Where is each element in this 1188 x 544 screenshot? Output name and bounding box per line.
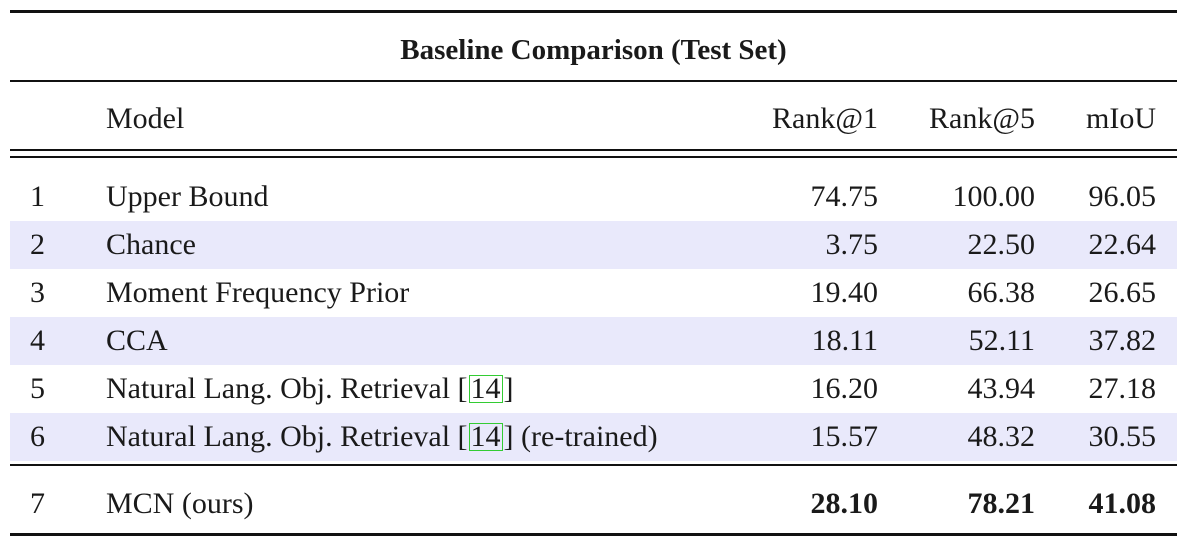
row-index: 5 <box>30 372 45 405</box>
row-rank1: 16.20 <box>810 372 879 405</box>
row-rank1: 28.10 <box>810 487 879 520</box>
row-miou: 22.64 <box>1088 228 1157 261</box>
title-rule <box>10 80 1177 82</box>
row-model: Upper Bound <box>106 180 269 213</box>
table-row: 2 Chance 3.75 22.50 22.64 <box>10 221 1177 269</box>
row-rank1: 18.11 <box>811 324 878 357</box>
row-rank1: 19.40 <box>810 276 879 309</box>
header-miou: mIoU <box>1086 102 1156 135</box>
row-index: 7 <box>30 487 45 520</box>
header-rank5: Rank@5 <box>929 102 1035 135</box>
header-double-rule-upper <box>10 149 1177 151</box>
row-rank5: 43.94 <box>967 372 1036 405</box>
row-model: Moment Frequency Prior <box>106 276 410 309</box>
row-model: Chance <box>106 228 196 261</box>
citation-link[interactable]: 14 <box>468 420 503 453</box>
table-row: 3 Moment Frequency Prior 19.40 66.38 26.… <box>10 269 1177 317</box>
header-model: Model <box>106 102 185 135</box>
table-row: 5 Natural Lang. Obj. Retrieval [14] 16.2… <box>10 365 1177 413</box>
row-index: 4 <box>30 324 45 357</box>
header-rank1: Rank@1 <box>772 102 878 135</box>
row-rank1: 74.75 <box>810 180 879 213</box>
row-miou: 30.55 <box>1088 420 1157 453</box>
row-index: 3 <box>30 276 45 309</box>
row-rank5: 100.00 <box>952 180 1036 213</box>
row-rank5: 52.11 <box>968 324 1035 357</box>
mid-rule <box>10 464 1177 466</box>
row-index: 1 <box>30 180 45 213</box>
row-rank5: 22.50 <box>967 228 1036 261</box>
header-row: Model Rank@1 Rank@5 mIoU <box>10 95 1177 143</box>
model-name: Natural Lang. Obj. Retrieval [ <box>106 372 468 405</box>
row-model: Natural Lang. Obj. Retrieval [14] <box>106 365 514 413</box>
row-miou: 26.65 <box>1088 276 1157 309</box>
row-rank1: 15.57 <box>810 420 879 453</box>
header-double-rule-lower <box>10 156 1177 158</box>
top-rule <box>10 10 1177 13</box>
row-index: 2 <box>30 228 45 261</box>
row-rank5: 48.32 <box>967 420 1036 453</box>
table-row: 4 CCA 18.11 52.11 37.82 <box>10 317 1177 365</box>
table-row: 7 MCN (ours) 28.10 78.21 41.08 <box>10 480 1177 528</box>
citation-link[interactable]: 14 <box>468 372 503 405</box>
row-model: Natural Lang. Obj. Retrieval [14] (re-tr… <box>106 413 658 461</box>
row-rank1: 3.75 <box>825 228 879 261</box>
row-index: 6 <box>30 420 45 453</box>
row-miou: 37.82 <box>1088 324 1157 357</box>
table-row: 1 Upper Bound 74.75 100.00 96.05 <box>10 173 1177 221</box>
row-model: MCN (ours) <box>106 487 254 520</box>
row-miou: 27.18 <box>1088 372 1157 405</box>
model-name: Natural Lang. Obj. Retrieval [ <box>106 420 468 453</box>
row-rank5: 78.21 <box>967 487 1036 520</box>
row-model: CCA <box>106 324 168 357</box>
table-title: Baseline Comparison (Test Set) <box>400 34 787 66</box>
row-miou: 96.05 <box>1088 180 1157 213</box>
table-row: 6 Natural Lang. Obj. Retrieval [14] (re-… <box>10 413 1177 461</box>
model-suffix: ] <box>503 372 514 405</box>
row-miou: 41.08 <box>1088 487 1157 520</box>
bottom-rule <box>10 533 1177 536</box>
model-suffix: ] (re-trained) <box>503 420 658 453</box>
row-rank5: 66.38 <box>967 276 1036 309</box>
